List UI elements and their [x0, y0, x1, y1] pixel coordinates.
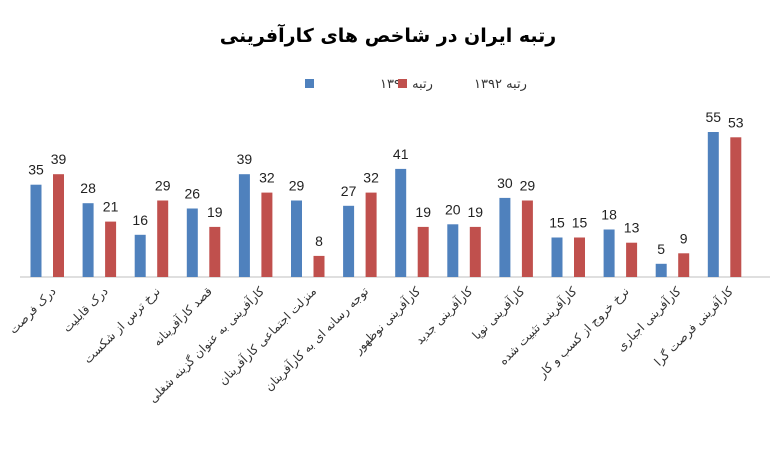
data-label-s0-c9: 30 — [497, 175, 513, 191]
data-label-s1-c1: 21 — [103, 199, 119, 215]
data-label-s0-c1: 28 — [80, 180, 96, 196]
data-label-s0-c7: 41 — [393, 146, 409, 162]
data-label-s1-c0: 39 — [51, 151, 67, 167]
data-label-s1-c7: 19 — [415, 204, 431, 220]
bar-s0-c8 — [447, 224, 459, 277]
data-label-s1-c9: 29 — [520, 178, 536, 194]
legend-label-1392: رتبه ۱۳۹۲ — [474, 77, 527, 92]
bar-s0-c11 — [603, 229, 615, 277]
legend-swatch-1392 — [398, 79, 407, 88]
data-label-s0-c5: 29 — [289, 178, 305, 194]
bar-s1-c13 — [730, 137, 742, 277]
bar-s0-c4 — [238, 174, 250, 277]
bars — [30, 132, 742, 277]
bar-s1-c7 — [417, 226, 429, 277]
bar-s1-c12 — [678, 253, 690, 277]
category-label-5: منزلت اجتماعی کارآفرینان — [215, 284, 320, 389]
bar-s0-c9 — [499, 197, 511, 277]
bar-s1-c5 — [313, 255, 325, 277]
bar-s1-c1 — [105, 221, 117, 277]
data-label-s0-c12: 5 — [657, 241, 665, 257]
bar-s0-c7 — [395, 168, 407, 277]
data-label-s1-c10: 15 — [572, 215, 588, 231]
bar-s1-c0 — [53, 174, 64, 277]
bar-s1-c8 — [469, 226, 481, 277]
bar-s1-c9 — [521, 200, 533, 277]
legend: رتبه ۱۳۹۱ رتبه ۱۳۹۲ — [305, 77, 527, 92]
data-label-s1-c2: 29 — [155, 178, 171, 194]
data-label-s0-c3: 26 — [185, 186, 201, 202]
category-label-6: توجه رسانه ای به کارآفرینان — [261, 284, 372, 395]
bar-s1-c10 — [574, 237, 585, 277]
data-label-s0-c10: 15 — [549, 215, 565, 231]
data-label-s0-c0: 35 — [28, 162, 44, 178]
data-label-s0-c6: 27 — [341, 183, 357, 199]
bar-s1-c3 — [209, 226, 221, 277]
category-label-1: درک قابلیت — [60, 284, 111, 335]
chart-title: رتبه ایران در شاخص های کارآفرینی — [220, 23, 556, 47]
data-label-s0-c2: 16 — [132, 212, 148, 228]
bar-s1-c2 — [157, 200, 169, 277]
bar-s0-c12 — [655, 263, 667, 277]
data-label-s1-c11: 13 — [624, 220, 640, 236]
bar-s0-c2 — [134, 234, 146, 277]
bar-s0-c3 — [186, 208, 198, 277]
data-label-s1-c3: 19 — [207, 204, 223, 220]
category-label-11: نرخ خروج از کسب و کار — [534, 284, 632, 382]
data-label-s1-c13: 53 — [728, 114, 744, 130]
bar-s0-c10 — [551, 237, 563, 277]
data-label-s0-c13: 55 — [706, 109, 722, 125]
legend-swatch-1391 — [305, 79, 314, 88]
bar-s1-c6 — [365, 192, 377, 277]
bar-s0-c1 — [82, 203, 94, 277]
bar-s1-c11 — [626, 242, 638, 277]
data-label-s0-c11: 18 — [601, 207, 617, 223]
bar-s0-c13 — [707, 132, 719, 277]
data-label-s1-c8: 19 — [468, 204, 484, 220]
data-label-s1-c4: 32 — [259, 170, 275, 186]
bar-s0-c5 — [291, 200, 302, 277]
bar-s0-c6 — [343, 205, 355, 277]
category-label-0: درک فرصت — [6, 284, 59, 337]
data-label-s0-c8: 20 — [445, 201, 461, 217]
data-label-s1-c5: 8 — [315, 233, 323, 249]
data-labels: 35 39 28 21 16 29 26 19 39 32 29 8 27 32 41 19 20 19 30 29 1… — [28, 109, 744, 257]
data-label-s1-c6: 32 — [363, 170, 379, 186]
bar-s0-c0 — [30, 184, 42, 277]
bar-s1-c4 — [261, 192, 273, 277]
data-label-s1-c12: 9 — [680, 230, 688, 246]
data-label-s0-c4: 39 — [237, 151, 253, 167]
